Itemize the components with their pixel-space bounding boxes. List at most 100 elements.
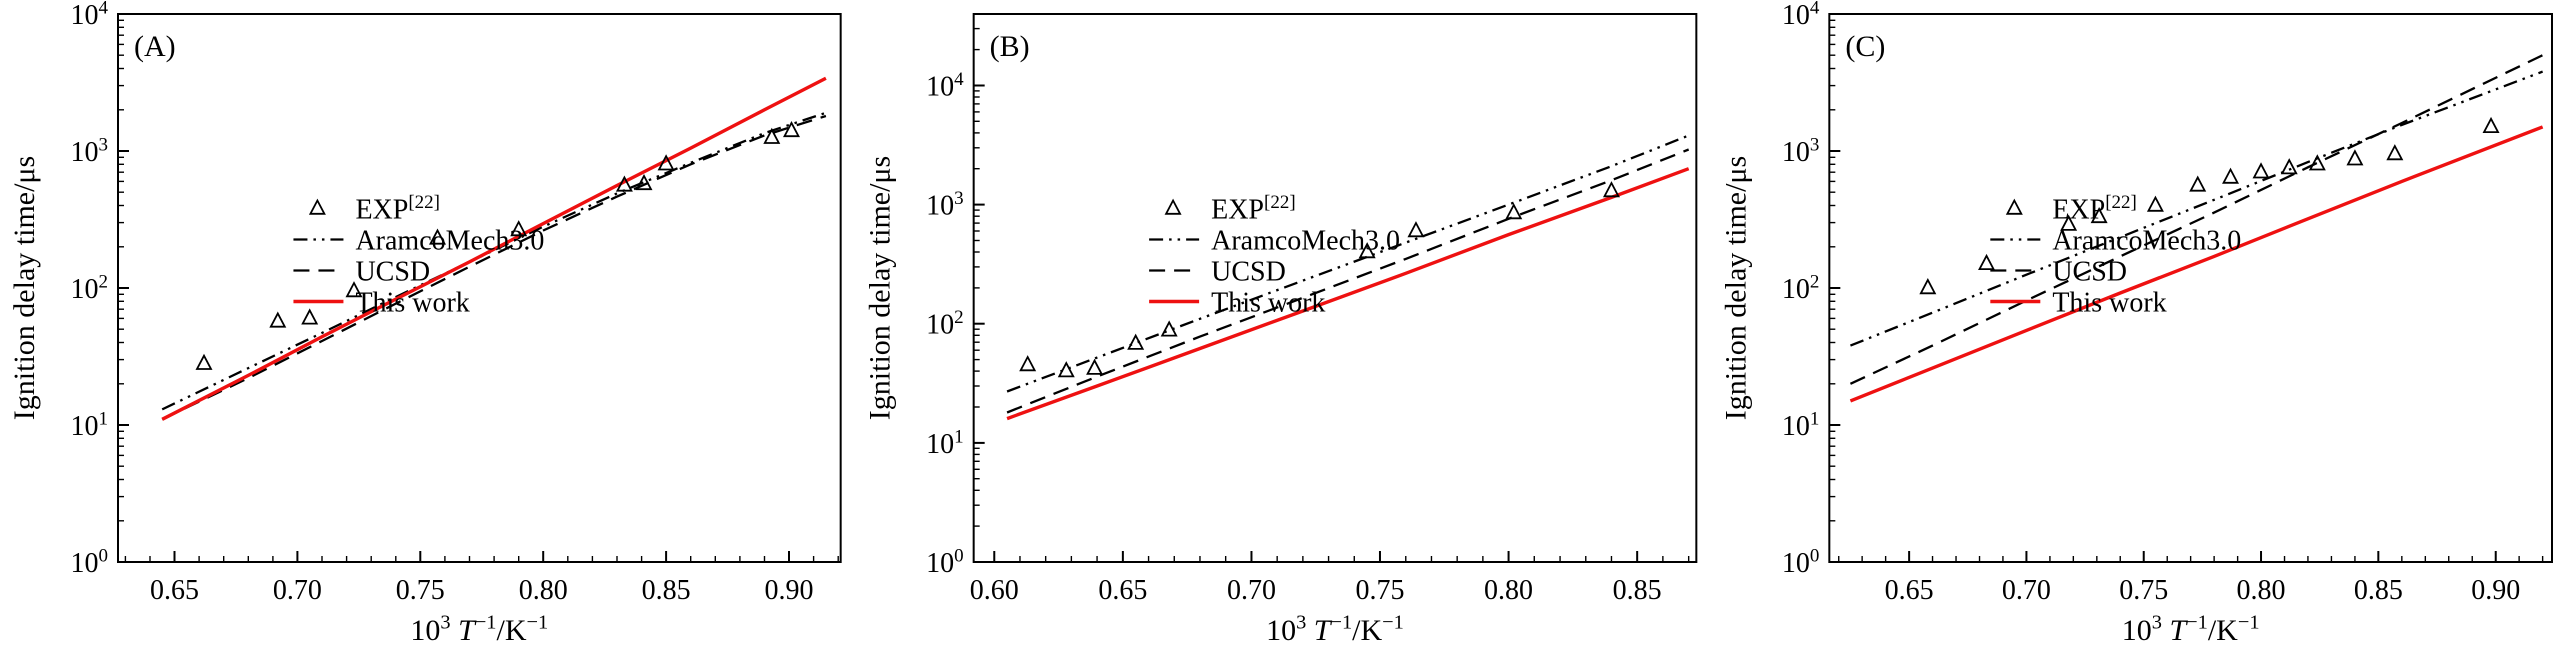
- exp-triangle-marker: [1978, 253, 1996, 271]
- legend-item-ucsd: UCSD: [1990, 257, 2127, 288]
- series-line-aramco: [1006, 134, 1690, 393]
- plot-frame: [972, 13, 1698, 563]
- x-tick-label: 0.80: [2237, 575, 2286, 606]
- exp-triangle-marker: [2060, 214, 2078, 231]
- legend-label-ucsd: UCSD: [2052, 257, 2127, 288]
- legend-label-this-work: This work: [1211, 288, 1325, 319]
- x-tick-label: 0.60: [970, 575, 1019, 606]
- legend-exp-marker: [1164, 198, 1182, 215]
- exp-triangle-marker: [1057, 361, 1075, 378]
- y-axis: 100 101 102 103 104: [926, 27, 985, 579]
- series-line-this-work: [1006, 167, 1690, 421]
- plot-frame: [117, 13, 842, 563]
- y-tick-label: 101: [71, 408, 109, 442]
- plot-frame: [1828, 13, 2553, 563]
- legend-label-aramco: AramcoMech3.0: [1211, 226, 1400, 257]
- y-axis-title: Ignition delay time/μs: [1719, 156, 1752, 420]
- x-tick-label: 0.65: [1885, 575, 1934, 606]
- legend-label-this-work: This work: [2052, 288, 2166, 319]
- x-tick-label: 0.85: [2354, 575, 2403, 606]
- exp-triangle-marker: [429, 228, 446, 245]
- legend-item-ucsd: UCSD: [293, 257, 430, 288]
- y-tick-label: 100: [71, 545, 109, 579]
- x-axis: 0.65 0.70 0.75 0.80 0.85 0.90: [1838, 551, 2544, 606]
- y-tick-label: 103: [926, 188, 964, 222]
- legend-label-exp: EXP[22]: [355, 192, 440, 226]
- legend-item-this-work: This work: [1990, 288, 2167, 319]
- y-tick-label: 104: [926, 69, 964, 103]
- x-tick-label: 0.85: [642, 575, 691, 606]
- x-axis: 0.65 0.70 0.75 0.80 0.85 0.90: [124, 551, 839, 606]
- legend-item-exp: EXP[22]: [2005, 192, 2137, 226]
- exp-triangle-marker: [2090, 206, 2108, 224]
- exp-triangle-marker: [615, 175, 633, 192]
- exp-triangle-marker: [269, 311, 287, 328]
- y-tick-label: 102: [71, 271, 109, 305]
- exp-triangle-marker: [2386, 144, 2404, 161]
- legend-exp-marker: [308, 198, 326, 215]
- panel-b: 0.60 0.65 0.70 0.75 0.80 0.85 100 101 102 103 104 E…: [864, 13, 1698, 647]
- panel-label: (A): [134, 30, 176, 63]
- x-tick-label: 0.65: [1098, 575, 1147, 606]
- legend-label-exp: EXP[22]: [1211, 192, 1296, 226]
- x-tick-label: 0.90: [2471, 575, 2520, 606]
- y-tick-label: 102: [926, 307, 964, 341]
- x-tick-label: 0.65: [150, 575, 199, 606]
- series-line-aramco: [1850, 70, 2544, 347]
- series-markers-exp: [1019, 181, 1620, 378]
- exp-triangle-marker: [195, 353, 213, 370]
- series-markers-exp: [195, 120, 800, 370]
- y-tick-label: 104: [1782, 0, 1820, 31]
- exp-triangle-marker: [2189, 175, 2207, 192]
- legend-label-aramco: AramcoMech3.0: [2052, 226, 2241, 257]
- exp-triangle-marker: [301, 308, 319, 325]
- x-tick-label: 0.70: [1227, 575, 1276, 606]
- legend-item-aramco: AramcoMech3.0: [1990, 226, 2241, 257]
- y-tick-label: 103: [1782, 134, 1820, 168]
- x-tick-label: 0.85: [1613, 575, 1662, 606]
- y-tick-label: 100: [1782, 545, 1820, 579]
- exp-triangle-marker: [510, 220, 528, 237]
- legend-label-ucsd: UCSD: [1211, 257, 1286, 288]
- series-line-aramco: [161, 111, 827, 411]
- legend-item-exp: EXP[22]: [308, 192, 440, 226]
- x-tick-label: 0.80: [519, 575, 568, 606]
- legend-item-this-work: This work: [1149, 288, 1325, 319]
- x-tick-label: 0.70: [2002, 575, 2051, 606]
- exp-triangle-marker: [2482, 116, 2500, 134]
- exp-triangle-marker: [2222, 167, 2240, 184]
- panel-label: (B): [990, 30, 1030, 63]
- legend-item-exp: EXP[22]: [1164, 192, 1296, 226]
- exp-triangle-marker: [1602, 181, 1620, 198]
- y-tick-label: 100: [926, 545, 964, 579]
- x-axis: 0.60 0.65 0.70 0.75 0.80 0.85: [970, 551, 1690, 606]
- exp-triangle-marker: [1358, 242, 1376, 259]
- exp-triangle-marker: [1407, 221, 1425, 238]
- exp-triangle-marker: [2346, 149, 2364, 166]
- exp-triangle-marker: [1505, 203, 1523, 220]
- exp-triangle-marker: [1086, 358, 1104, 375]
- x-axis-title: 103 T−1/K−1: [2122, 612, 2260, 647]
- exp-triangle-marker: [1127, 333, 1145, 350]
- x-tick-label: 0.90: [765, 575, 814, 606]
- y-axis-title: Ignition delay time/μs: [8, 156, 41, 420]
- legend-label-ucsd: UCSD: [355, 257, 430, 288]
- x-tick-label: 0.70: [273, 575, 322, 606]
- legend-label-this-work: This work: [355, 288, 469, 319]
- exp-triangle-marker: [1919, 277, 1937, 295]
- exp-triangle-marker: [783, 120, 800, 138]
- legend-item-ucsd: UCSD: [1149, 257, 1286, 288]
- exp-triangle-marker: [2308, 154, 2326, 171]
- x-tick-label: 0.80: [1484, 575, 1533, 606]
- x-axis-title: 103 T−1/K−1: [410, 612, 548, 647]
- legend-label-exp: EXP[22]: [2052, 192, 2137, 226]
- y-axis: 100 101 102 103 104: [1782, 0, 1841, 579]
- panel-label: (C): [1845, 30, 1885, 63]
- legend-item-aramco: AramcoMech3.0: [293, 226, 544, 257]
- y-axis: 100 101 102 103 104: [71, 0, 129, 579]
- exp-triangle-marker: [2146, 195, 2164, 212]
- panel-a: 0.65 0.70 0.75 0.80 0.85 0.90 100 101 102 103 104 E…: [8, 0, 842, 647]
- series-line-this-work: [161, 76, 827, 421]
